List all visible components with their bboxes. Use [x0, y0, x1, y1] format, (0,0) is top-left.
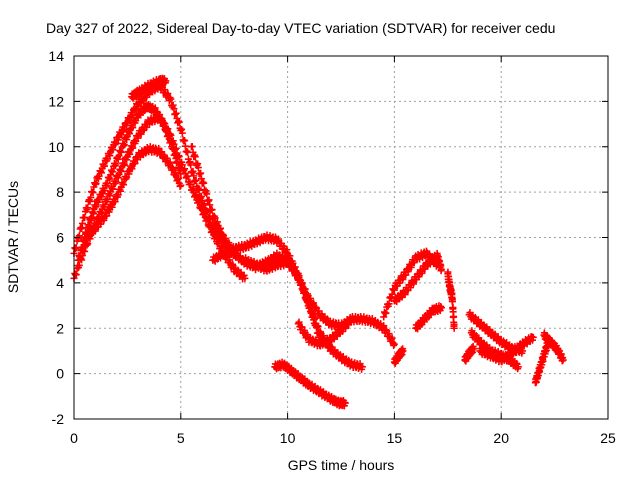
data-point [529, 333, 537, 341]
x-tick-label: 0 [70, 430, 78, 446]
data-point [84, 204, 92, 212]
data-point [177, 181, 185, 189]
data-point [449, 298, 457, 306]
x-axis-label: GPS time / hours [288, 457, 395, 473]
grid-layer [74, 56, 608, 419]
y-tick-label: 12 [48, 93, 64, 109]
data-point [390, 340, 398, 348]
data-point [385, 300, 393, 308]
series-track-e [128, 74, 170, 102]
data-point [310, 313, 318, 321]
series-track-l [390, 249, 445, 306]
data-point [79, 243, 87, 251]
series-track-u [461, 342, 477, 365]
x-tick-label: 5 [177, 430, 185, 446]
y-tick-label: 10 [48, 139, 64, 155]
data-point [191, 153, 199, 161]
chart-title: Day 327 of 2022, Sidereal Day-to-day VTE… [46, 20, 555, 36]
data-point [437, 265, 445, 273]
data-point [75, 232, 83, 240]
data-point [192, 176, 200, 184]
y-axis-label: SDTVAR / TECUs [5, 181, 21, 293]
data-point [200, 179, 208, 187]
data-point [301, 289, 309, 297]
data-point [559, 356, 567, 364]
data-point [194, 164, 202, 172]
data-point [203, 190, 211, 198]
series-track-n [390, 345, 407, 367]
data-point [78, 219, 86, 227]
y-tick-label: 6 [56, 230, 64, 246]
series-track-r [476, 333, 537, 366]
data-point [341, 399, 349, 407]
data-point [358, 363, 366, 371]
data-point [437, 304, 445, 312]
series-track-s [531, 337, 552, 387]
series-track-i [294, 313, 398, 350]
data-point [313, 323, 321, 331]
data-point [187, 161, 195, 169]
data-point [208, 206, 216, 214]
data-point [450, 324, 458, 332]
y-tick-label: 8 [56, 184, 64, 200]
data-point [112, 160, 120, 168]
data-point [76, 252, 84, 260]
y-tick-label: 0 [56, 366, 64, 382]
data-point [399, 347, 407, 355]
data-point [85, 222, 93, 230]
data-point [177, 170, 185, 178]
x-tick-label: 20 [493, 430, 509, 446]
data-point [75, 261, 83, 269]
data-point [514, 363, 522, 371]
data-point [469, 345, 477, 353]
data-point [120, 141, 128, 149]
data-point [178, 129, 186, 137]
data-point [162, 77, 170, 85]
series-track-m [412, 302, 445, 333]
ticks-layer: 0 5 10 15 20 25 -2 0 2 4 6 8 10 12 14 [48, 48, 616, 446]
series-track-d [81, 143, 185, 242]
series-track-t [540, 329, 567, 365]
data-point [382, 309, 390, 317]
data-point [175, 118, 183, 126]
series-track-c [74, 100, 185, 264]
data-point [81, 213, 89, 221]
data-point [241, 274, 249, 282]
y-tick-label: -2 [52, 411, 65, 427]
series-track-p [465, 309, 527, 357]
data-point [167, 95, 175, 103]
series-track-j [271, 358, 349, 410]
points-layer [70, 74, 567, 410]
x-tick-label: 15 [387, 430, 403, 446]
y-tick-label: 14 [48, 48, 64, 64]
x-tick-label: 10 [280, 430, 296, 446]
series-track-o [444, 268, 458, 332]
y-tick-label: 4 [56, 275, 64, 291]
x-tick-label: 25 [600, 430, 616, 446]
y-tick-label: 2 [56, 320, 64, 336]
